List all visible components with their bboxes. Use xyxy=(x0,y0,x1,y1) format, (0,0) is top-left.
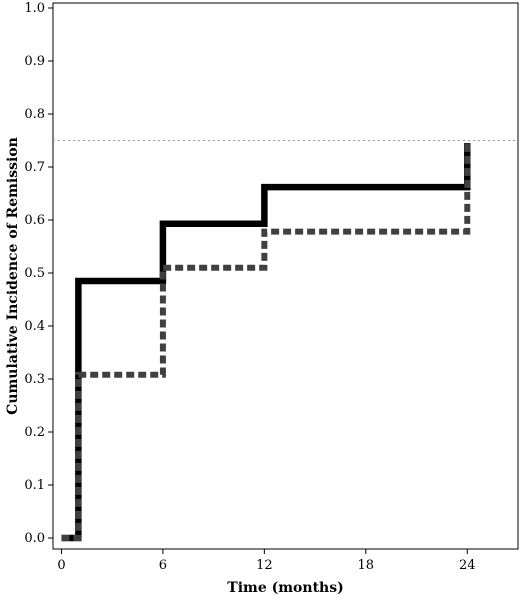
ticks-layer: 0.0 0.1 0.2 0.3 0.4 0.5 0.6 0.7 0.8 0.9 1.0 0 6 12 18 2… xyxy=(24,1,475,573)
y-tick-label: 0.1 xyxy=(24,478,45,493)
x-tick-label: 12 xyxy=(256,558,273,573)
y-tick-label: 0.9 xyxy=(24,54,45,69)
y-axis-label: Cumulative Incidence of Remission xyxy=(5,137,21,415)
y-tick-label: 1.0 xyxy=(24,1,45,16)
plot-frame xyxy=(52,2,519,550)
y-tick-label: 0.3 xyxy=(24,372,45,387)
y-tick-label: 0.5 xyxy=(24,266,45,281)
plot-border xyxy=(52,2,519,550)
y-tick-label: 0.6 xyxy=(24,213,45,228)
x-tick-label: 6 xyxy=(159,558,167,573)
series-layer xyxy=(61,143,471,542)
series-solid-line xyxy=(61,143,471,542)
x-tick-label: 0 xyxy=(57,558,65,573)
y-tick-label: 0.8 xyxy=(24,107,45,122)
x-tick-label: 24 xyxy=(459,558,476,573)
y-tick-label: 0.0 xyxy=(24,531,45,546)
y-tick-label: 0.7 xyxy=(24,160,45,175)
y-tick-label: 0.2 xyxy=(24,425,45,440)
y-tick-label: 0.4 xyxy=(24,319,45,334)
x-axis-label: Time (months) xyxy=(227,580,343,596)
x-tick-label: 18 xyxy=(358,558,375,573)
